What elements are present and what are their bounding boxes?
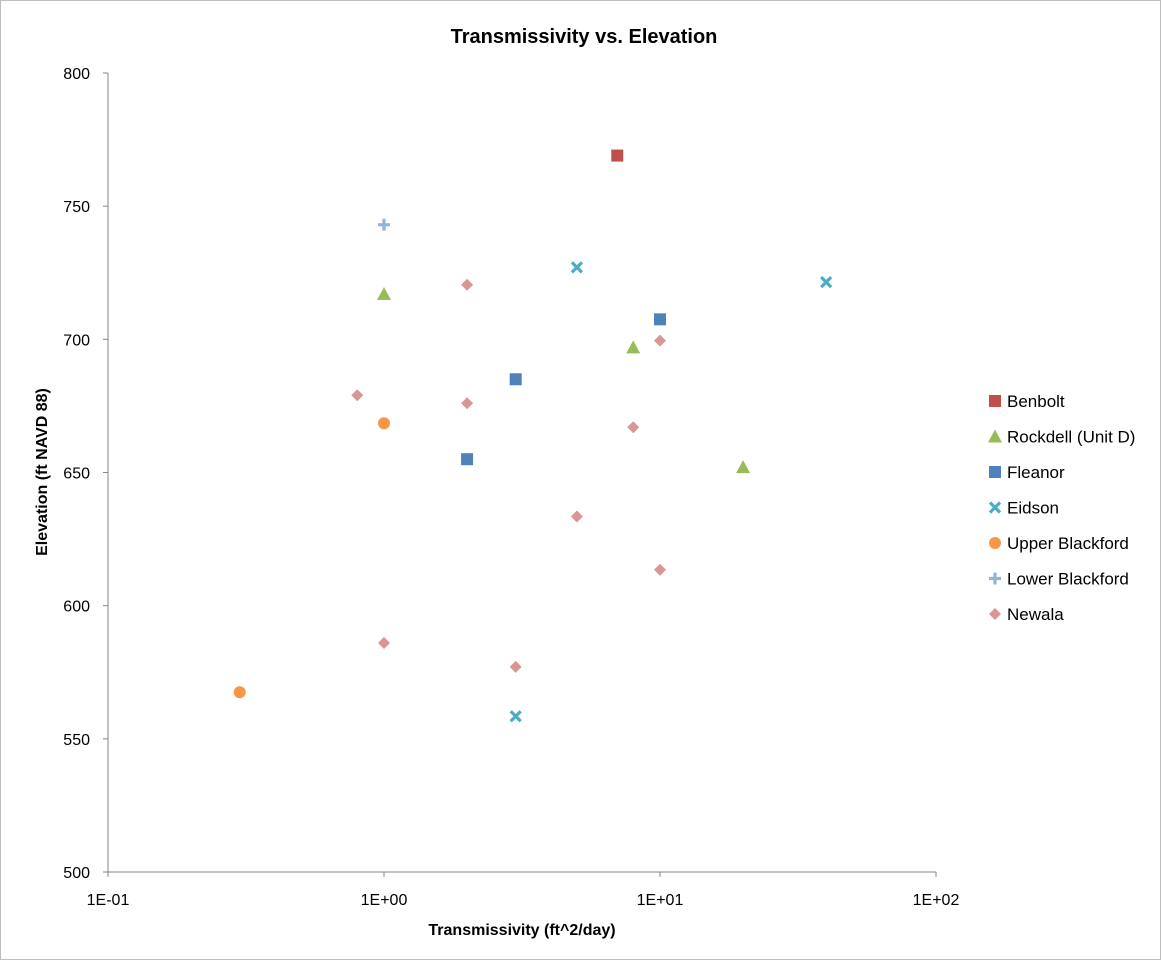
legend-label-rockdell-unit-d: Rockdell (Unit D) xyxy=(1007,428,1135,447)
legend: Benbolt Rockdell (Unit D) Fleanor Eidson Upp… xyxy=(988,392,1135,624)
legend-marker-upper-blackford xyxy=(989,537,1001,549)
legend-marker-rockdell-unit-d xyxy=(988,429,1002,443)
y-axis-label: Elevation (ft NAVD 88) xyxy=(34,388,51,556)
y-tick-label: 550 xyxy=(63,732,90,749)
data-point-newala xyxy=(570,510,583,523)
x-tick-label: 1E-01 xyxy=(87,892,130,909)
x-axis-label: Transmissivity (ft^2/day) xyxy=(428,922,615,939)
data-point-newala xyxy=(509,660,522,673)
data-point-fleanor xyxy=(654,313,666,326)
data-point-newala xyxy=(378,636,390,649)
data-point-fleanor xyxy=(461,453,474,466)
data-point-eidson xyxy=(570,261,584,274)
y-tick-label: 700 xyxy=(63,332,90,349)
data-point-rockdell-unit-d xyxy=(736,460,751,474)
y-tick-label: 800 xyxy=(63,66,90,83)
legend-label-upper-blackford: Upper Blackford xyxy=(1007,534,1129,553)
legend-label-benbolt: Benbolt xyxy=(1007,392,1065,411)
y-tick-label: 650 xyxy=(63,466,90,483)
legend-label-newala: Newala xyxy=(1007,605,1064,624)
legend-marker-benbolt xyxy=(989,395,1001,407)
data-point-upper-blackford xyxy=(378,417,390,430)
data-point-lower-blackford xyxy=(378,218,390,231)
legend-marker-lower-blackford xyxy=(989,572,1001,585)
chart-title: Transmissivity vs. Elevation xyxy=(451,26,718,48)
data-point-rockdell-unit-d xyxy=(626,340,641,354)
data-point-eidson xyxy=(509,710,522,723)
legend-marker-eidson xyxy=(988,501,1002,514)
data-point-newala xyxy=(461,278,474,291)
legend-marker-newala xyxy=(989,608,1001,620)
legend-marker-fleanor xyxy=(989,466,1001,478)
plot-axes: 500 550 600 650 700 750 800 1E-01 1E+00 1E+01 1E+0… xyxy=(63,66,959,909)
legend-label-fleanor: Fleanor xyxy=(1007,463,1065,482)
data-point-newala xyxy=(351,389,364,402)
x-tick-label: 1E+01 xyxy=(637,892,684,909)
data-point-eidson xyxy=(820,275,833,289)
data-point-fleanor xyxy=(509,373,522,386)
y-tick-label: 600 xyxy=(63,599,90,616)
data-point-newala xyxy=(461,397,474,410)
data-points xyxy=(233,149,833,723)
data-point-newala xyxy=(654,334,666,347)
legend-label-lower-blackford: Lower Blackford xyxy=(1007,570,1129,589)
y-tick-label: 500 xyxy=(63,865,90,882)
data-point-newala xyxy=(627,421,640,434)
legend-label-eidson: Eidson xyxy=(1007,499,1059,518)
y-tick-label: 750 xyxy=(63,199,90,216)
x-tick-label: 1E+02 xyxy=(913,892,960,909)
x-tick-label: 1E+00 xyxy=(361,892,408,909)
data-point-newala xyxy=(654,563,666,576)
data-point-benbolt xyxy=(611,149,624,162)
data-point-upper-blackford xyxy=(233,686,246,699)
data-point-rockdell-unit-d xyxy=(377,287,391,301)
